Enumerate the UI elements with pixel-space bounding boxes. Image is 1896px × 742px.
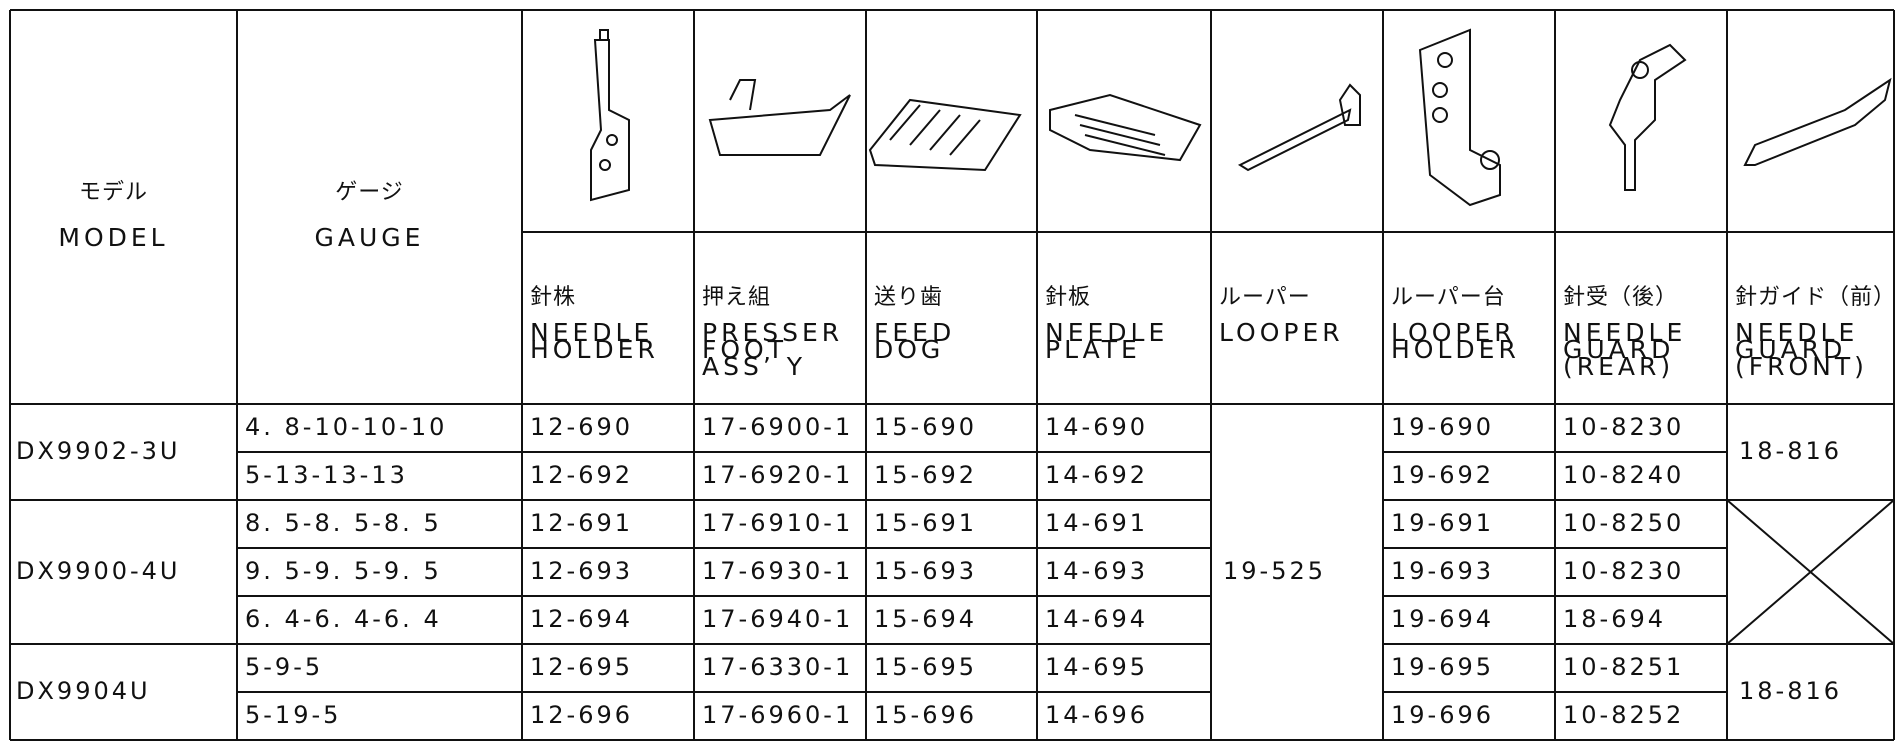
cell-value: 15-695 — [874, 653, 977, 681]
cell-value: 12-691 — [530, 509, 633, 537]
cell-value: 5-13-13-13 — [245, 461, 408, 489]
cell-value: 15-696 — [874, 701, 977, 729]
cell-value: 19-692 — [1391, 461, 1494, 489]
cell-value: 10-8230 — [1563, 413, 1684, 441]
column-title-en: HOLDER — [1391, 335, 1520, 364]
column-title-en: FEED — [874, 318, 955, 347]
column-title-en: GUARD — [1563, 335, 1674, 364]
header-label: ゲージ — [335, 180, 404, 205]
header-label: GAUGE — [315, 223, 425, 252]
cell-value: 15-692 — [874, 461, 977, 489]
looper-value: 19-525 — [1223, 557, 1326, 585]
cell-value: 17-6330-1 — [702, 653, 853, 681]
cell-value: 17-6910-1 — [702, 509, 853, 537]
column-title-en: NEEDLE — [1045, 318, 1168, 347]
cell-value: 4. 8-10-10-10 — [245, 413, 447, 441]
cell-value: 14-696 — [1045, 701, 1148, 729]
cell-value: 19-694 — [1391, 605, 1494, 633]
cell-value: 5-19-5 — [245, 701, 341, 729]
cell-value: 18-694 — [1563, 605, 1666, 633]
model-name: DX9900-4U — [16, 557, 181, 585]
column-title-ja: 押え組 — [702, 285, 771, 310]
column-title-en: LOOPER — [1391, 318, 1516, 347]
table-rule — [1726, 499, 1895, 645]
column-title-en: ASS’ Y — [702, 352, 806, 381]
cell-value: 14-692 — [1045, 461, 1148, 489]
column-title-en: FOOT — [702, 335, 787, 364]
header-label: モデル — [79, 180, 148, 205]
cell-value: 12-695 — [530, 653, 633, 681]
cell-value: 14-693 — [1045, 557, 1148, 585]
cell-value: 10-8230 — [1563, 557, 1684, 585]
cell-value: 5-9-5 — [245, 653, 323, 681]
cell-value: 19-696 — [1391, 701, 1494, 729]
front-guard: 18-816 — [1739, 677, 1842, 705]
cell-value: 19-691 — [1391, 509, 1494, 537]
column-title-en: NEEDLE — [1563, 318, 1686, 347]
cell-value: 10-8250 — [1563, 509, 1684, 537]
cell-value: 14-695 — [1045, 653, 1148, 681]
column-title-en: PLATE — [1045, 335, 1141, 364]
column-title-en: (FRONT) — [1735, 352, 1868, 381]
front-guard: 18-816 — [1739, 437, 1842, 465]
cell-value: 8. 5-8. 5-8. 5 — [245, 509, 442, 537]
column-title-en: PRESSER — [702, 318, 843, 347]
column-title-en: LOOPER — [1219, 318, 1344, 347]
cell-value: 10-8252 — [1563, 701, 1684, 729]
column-title-en: NEEDLE — [530, 318, 653, 347]
cell-value: 10-8240 — [1563, 461, 1684, 489]
header-label: MODEL — [58, 223, 168, 252]
cell-value: 9. 5-9. 5-9. 5 — [245, 557, 442, 585]
column-title-ja: 針株 — [530, 285, 576, 310]
cell-value: 19-690 — [1391, 413, 1494, 441]
cell-value: 15-694 — [874, 605, 977, 633]
column-title-en: GUARD — [1735, 335, 1846, 364]
model-name: DX9904U — [16, 677, 151, 705]
column-title-ja: 針ガイド（前） — [1735, 285, 1896, 310]
cell-value: 17-6900-1 — [702, 413, 853, 441]
cell-value: 6. 4-6. 4-6. 4 — [245, 605, 442, 633]
column-title-ja: 送り歯 — [874, 285, 943, 310]
cell-value: 15-691 — [874, 509, 977, 537]
cell-value: 17-6960-1 — [702, 701, 853, 729]
cell-value: 12-696 — [530, 701, 633, 729]
column-title-ja: ルーパー台 — [1391, 285, 1506, 310]
column-title-ja: ルーパー — [1219, 285, 1311, 310]
cell-value: 14-691 — [1045, 509, 1148, 537]
cell-value: 14-690 — [1045, 413, 1148, 441]
cell-value: 15-693 — [874, 557, 977, 585]
cell-value: 19-695 — [1391, 653, 1494, 681]
cell-value: 10-8251 — [1563, 653, 1684, 681]
cell-value: 17-6920-1 — [702, 461, 853, 489]
column-title-en: DOG — [874, 335, 944, 364]
cell-value: 12-692 — [530, 461, 633, 489]
column-title-ja: 針受（後） — [1563, 285, 1678, 310]
part-illustration — [590, 28, 1892, 207]
column-title-ja: 針板 — [1045, 285, 1091, 310]
cell-value: 17-6940-1 — [702, 605, 853, 633]
column-title-en: (REAR) — [1563, 352, 1674, 381]
cell-value: 17-6930-1 — [702, 557, 853, 585]
column-title-en: HOLDER — [530, 335, 659, 364]
cell-value: 12-690 — [530, 413, 633, 441]
cell-value: 19-693 — [1391, 557, 1494, 585]
column-title-en: NEEDLE — [1735, 318, 1858, 347]
cell-value: 15-690 — [874, 413, 977, 441]
model-name: DX9902-3U — [16, 437, 181, 465]
cell-value: 12-694 — [530, 605, 633, 633]
cell-value: 14-694 — [1045, 605, 1148, 633]
cell-value: 12-693 — [530, 557, 633, 585]
